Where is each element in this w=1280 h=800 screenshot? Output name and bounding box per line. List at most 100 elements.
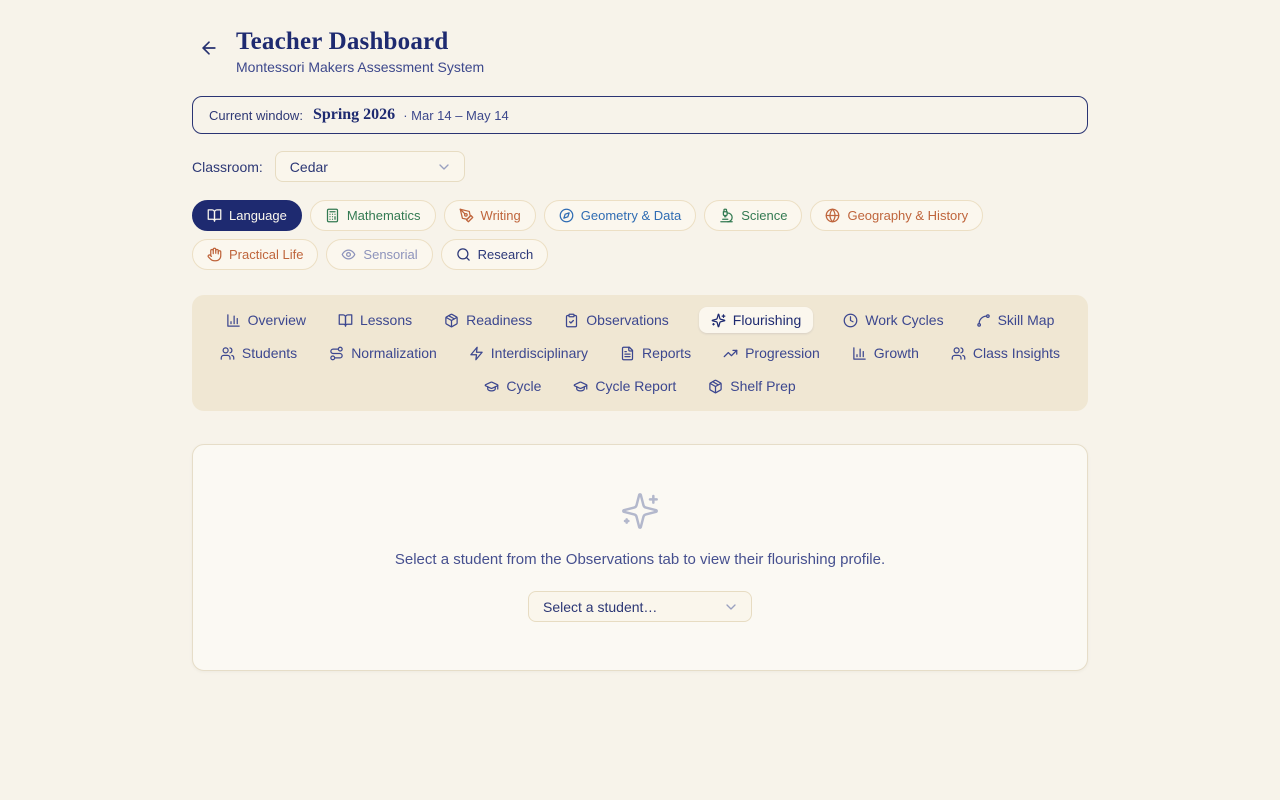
tab-label: Growth [873, 345, 919, 361]
subject-chip-label: Sensorial [363, 247, 418, 262]
tab-work-cycles[interactable]: Work Cycles [841, 307, 945, 333]
sparkles-icon [711, 313, 726, 328]
tab-label: Progression [745, 345, 820, 361]
subject-chip-science[interactable]: Science [704, 200, 803, 231]
zap-icon [469, 346, 484, 361]
header: Teacher Dashboard Montessori Makers Asse… [192, 28, 1088, 75]
tab-growth[interactable]: Growth [850, 340, 921, 366]
subject-chip-label: Writing [480, 208, 521, 223]
pen-tool-icon [459, 208, 474, 223]
compass-icon [559, 208, 574, 223]
empty-state-message: Select a student from the Observations t… [394, 551, 886, 568]
users-icon [951, 346, 966, 361]
flourishing-empty-state-card: Select a student from the Observations t… [192, 444, 1088, 671]
tab-label: Overview [247, 312, 306, 328]
tab-shelf-prep[interactable]: Shelf Prep [706, 373, 797, 399]
book-open-icon [207, 208, 222, 223]
current-window-range: · Mar 14 – May 14 [403, 107, 509, 123]
classroom-select[interactable]: Cedar [274, 151, 465, 182]
dashboard-tabs: Overview Lessons Readiness Observations Flou… [192, 295, 1088, 411]
classroom-row: Classroom: Cedar [192, 151, 1088, 182]
page-subtitle: Montessori Makers Assessment System [236, 59, 485, 75]
sparkles-icon [620, 491, 660, 531]
subject-chip-geography-history[interactable]: Geography & History [810, 200, 984, 231]
tab-skill-map[interactable]: Skill Map [974, 307, 1057, 333]
chevron-down-icon [723, 599, 739, 615]
page-title: Teacher Dashboard [236, 28, 449, 55]
bar-chart-icon [852, 346, 867, 361]
arrow-left-icon [199, 38, 219, 58]
subject-chip-label: Geography & History [847, 208, 969, 223]
tab-cycle-report[interactable]: Cycle Report [571, 373, 678, 399]
tab-class-insights[interactable]: Class Insights [949, 340, 1062, 366]
subject-chip-mathematics[interactable]: Mathematics [309, 200, 436, 231]
teacher-dashboard-page: Teacher Dashboard Montessori Makers Asse… [192, 0, 1088, 671]
tab-flourishing[interactable]: Flourishing [698, 307, 814, 333]
trending-up-icon [723, 346, 738, 361]
tab-label: Observations [586, 312, 669, 328]
eye-icon [341, 247, 356, 262]
tab-students[interactable]: Students [218, 340, 299, 366]
tab-label: Class Insights [972, 345, 1061, 361]
tab-label: Work Cycles [865, 312, 944, 328]
package-icon [708, 379, 723, 394]
tab-lessons[interactable]: Lessons [336, 307, 414, 333]
tab-label: Cycle Report [595, 378, 677, 394]
tab-label: Reports [642, 345, 692, 361]
tab-label: Shelf Prep [730, 378, 796, 394]
back-button[interactable] [195, 34, 223, 62]
tab-observations[interactable]: Observations [562, 307, 670, 333]
graduation-cap-icon [484, 379, 499, 394]
student-select[interactable]: Select a student… [528, 591, 752, 622]
graduation-cap-icon [573, 379, 588, 394]
search-icon [456, 247, 471, 262]
current-window-banner: Current window: Spring 2026 · Mar 14 – M… [192, 96, 1088, 134]
file-text-icon [620, 346, 635, 361]
chevron-down-icon [436, 159, 452, 175]
spline-icon [976, 313, 991, 328]
current-window-term: Spring 2026 [312, 106, 396, 123]
tab-label: Flourishing [732, 312, 802, 328]
student-select-value: Select a student… [543, 598, 658, 615]
subject-chip-research[interactable]: Research [440, 239, 549, 270]
title-block: Teacher Dashboard Montessori Makers Asse… [236, 28, 484, 75]
tab-label: Readiness [466, 312, 533, 328]
tab-interdisciplinary[interactable]: Interdisciplinary [467, 340, 590, 366]
subject-chip-label: Language [229, 208, 287, 223]
subject-chip-practical-life[interactable]: Practical Life [192, 239, 319, 270]
subject-chip-writing[interactable]: Writing [443, 200, 536, 231]
bar-chart-icon [226, 313, 241, 328]
book-open-icon [338, 313, 353, 328]
subject-chip-language[interactable]: Language [192, 200, 302, 231]
tab-progression[interactable]: Progression [721, 340, 822, 366]
globe-icon [825, 208, 840, 223]
tab-readiness[interactable]: Readiness [442, 307, 534, 333]
subject-chip-label: Science [741, 208, 788, 223]
subject-filter-chips: Language Mathematics Writing Geometry & Dat… [192, 200, 1088, 270]
subject-chip-label: Geometry & Data [580, 208, 682, 223]
tab-label: Skill Map [997, 312, 1055, 328]
tab-label: Cycle [506, 378, 542, 394]
hand-icon [207, 247, 222, 262]
package-icon [444, 313, 459, 328]
route-icon [329, 346, 344, 361]
tab-label: Lessons [359, 312, 413, 328]
tab-label: Interdisciplinary [490, 345, 589, 361]
subject-chip-label: Mathematics [346, 208, 421, 223]
subject-chip-label: Practical Life [229, 247, 304, 262]
subject-chip-label: Research [477, 247, 534, 262]
calculator-icon [325, 208, 340, 223]
classroom-label: Classroom: [192, 158, 263, 175]
tab-overview[interactable]: Overview [224, 307, 308, 333]
tab-label: Normalization [351, 345, 437, 361]
users-icon [220, 346, 235, 361]
subject-chip-sensorial[interactable]: Sensorial [326, 239, 433, 270]
current-window-label: Current window: [209, 107, 303, 123]
tab-reports[interactable]: Reports [618, 340, 693, 366]
classroom-select-value: Cedar [289, 158, 328, 175]
tab-normalization[interactable]: Normalization [327, 340, 439, 366]
subject-chip-geometry-data[interactable]: Geometry & Data [543, 200, 697, 231]
tab-cycle[interactable]: Cycle [482, 373, 543, 399]
clipboard-check-icon [564, 313, 579, 328]
clock-icon [843, 313, 858, 328]
